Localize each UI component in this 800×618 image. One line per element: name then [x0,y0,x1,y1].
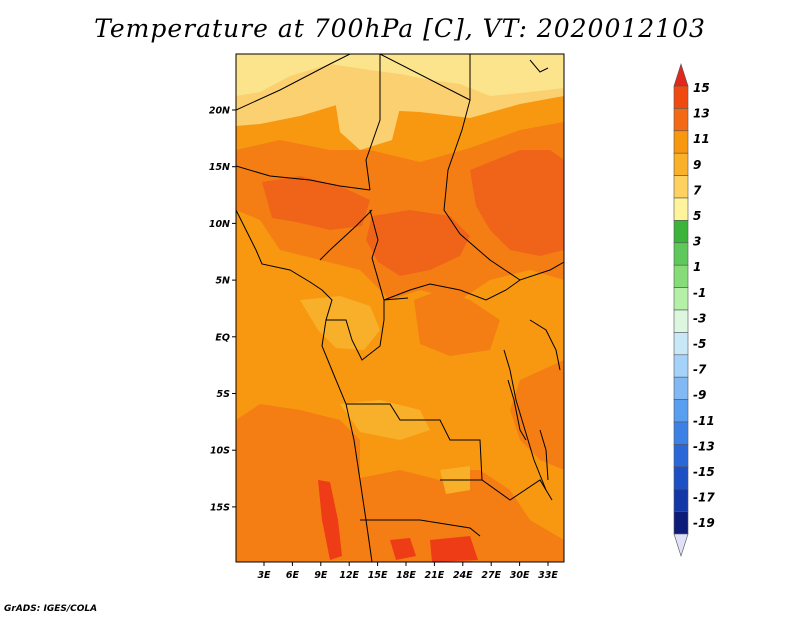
lon-label: 27E [481,570,501,581]
colorbar-label: 13 [693,107,710,121]
field-sudan-red [470,150,564,256]
colorbar-label: 5 [693,209,701,223]
field-nigeria-red [262,176,370,230]
lat-label: 15S [210,502,230,513]
colorbar-label: -3 [693,311,706,325]
lon-label: 33E [538,570,558,581]
coastline-west-africa [236,209,373,562]
field-south-red-2 [390,538,416,560]
lat-label: 20N [209,106,230,117]
colorbar: 15 13 11 9 7 5 3 1 -1 -3 -5 -7 -9 -11 -13 -15 -17 -19 [673,63,715,557]
colorbar-label: 1 [693,260,701,274]
country-borders [236,54,564,562]
field-south-red-3 [430,536,478,562]
grads-credit: GrADS: IGES/COLA [4,604,98,614]
colorbar-label: 9 [693,158,701,172]
colorbar-segment [673,108,689,132]
lon-label: 3E [257,570,271,581]
lon-label: 15E [368,570,388,581]
field-ocean-deep [236,440,320,550]
colorbar-segment [673,399,689,423]
longitude-axis: 3E 6E 9E 12E 15E 18E 21E 24E 27E 30E 33E [257,562,558,581]
lon-label: 18E [396,570,416,581]
colorbar-segment [673,354,689,378]
border-car-drc [383,279,521,301]
colorbar-label: -5 [693,337,706,351]
border-angola-zambia [440,479,553,501]
colorbar-bottom-arrow [673,533,689,557]
field-south-red [318,480,342,560]
colorbar-segment [673,130,689,154]
border-angola-namibia [360,519,481,537]
colorbar-label: -11 [693,414,715,428]
colorbar-segment [673,175,689,199]
colorbar-label: 15 [693,81,710,95]
border-gabon-congo [326,300,385,361]
colorbar-segment [673,488,689,512]
field-east-deep [510,360,564,470]
field-chad-pale [335,96,400,150]
border-drc-angola [346,403,483,481]
coast-east-lake [529,319,561,371]
latitude-axis: 20N 15N 10N 5N EQ 5S 10S 15S [209,106,236,513]
colorbar-segment [673,376,689,400]
lon-label: 6E [286,570,300,581]
colorbar-label: -9 [693,388,706,402]
lat-label: 10N [209,219,230,230]
lon-label: 30E [510,570,530,581]
colorbar-label: 7 [693,183,702,197]
colorbar-segment [673,152,689,176]
colorbar-label: 11 [693,132,710,146]
field-drc-deep [414,290,500,356]
colorbar-label: -13 [693,439,715,453]
border-nigeria-niger [236,165,371,191]
lake-malawi [539,429,549,481]
field-pale-blob-1 [340,400,430,440]
map-figure: 3E 6E 9E 12E 15E 18E 21E 24E 27E 30E 33E 20N15N10N… [209,53,715,581]
lat-label: 5N [215,276,230,287]
field-car-red [366,210,470,276]
lon-label: 24E [453,570,473,581]
border-sudan-south [459,233,564,281]
lon-label: 12E [339,570,359,581]
field-ne-corner [468,54,564,84]
colorbar-segment [673,444,689,468]
border-niger-chad [365,54,381,191]
colorbar-segment [673,287,689,311]
lat-label: EQ [215,332,230,343]
lake-tanganyika [507,379,527,441]
colorbar-label: -19 [693,516,715,530]
colorbar-segment [673,466,689,490]
colorbar-label: -1 [693,286,706,300]
colorbar-segment [673,197,689,221]
border-nigeria-cameroon [319,209,373,261]
colorbar-label: -15 [693,465,715,479]
colorbar-segment [673,242,689,266]
colorbar-label: -7 [693,363,707,377]
colorbar-segment [673,309,689,333]
map-frame [235,53,565,563]
lat-label: 5S [217,389,231,400]
border-chad-sudan [443,99,471,235]
border-cameroon-car [369,209,409,301]
lon-label: 21E [425,570,445,581]
temperature-field [236,54,564,562]
colorbar-segment [673,264,689,288]
colorbar-label: 3 [693,235,701,249]
colorbar-top-arrow [673,63,689,87]
lat-label: 10S [210,446,230,457]
border-niger-algeria [236,54,351,111]
red-sea-coast [529,59,549,73]
colorbar-segment [673,421,689,445]
colorbar-label: -17 [693,491,715,505]
map-title: Temperature at 700hPa [C], VT: 202001210… [94,14,706,43]
lat-label: 15N [209,162,230,173]
field-congo-pale [300,296,380,350]
colorbar-segment [673,85,689,109]
lon-label: 9E [314,570,328,581]
colorbar-segment [673,332,689,356]
colorbar-segment [673,511,689,535]
colorbar-segment [673,220,689,244]
border-lakes-east [503,349,547,491]
